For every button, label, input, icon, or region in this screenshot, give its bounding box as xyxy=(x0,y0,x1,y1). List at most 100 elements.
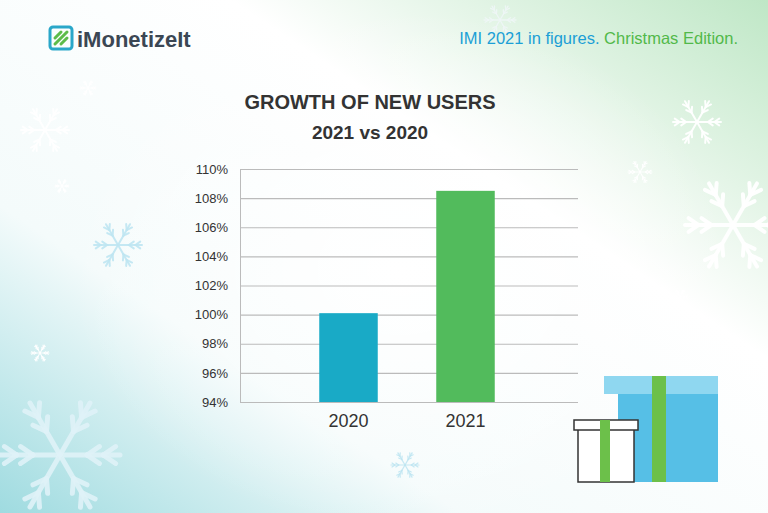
snowflake-branch xyxy=(686,131,691,134)
snowflake-branch xyxy=(504,12,508,14)
snowflake-branch xyxy=(112,230,114,236)
snowflake-branch xyxy=(57,185,58,187)
title: GROWTH OF NEW USERS xyxy=(244,91,495,113)
snowflake-branch xyxy=(644,163,647,164)
snowflake-branch xyxy=(56,130,61,133)
snowflake-branch xyxy=(41,357,42,359)
snowflake-branch xyxy=(4,447,16,455)
y-tick: 108% xyxy=(195,191,578,206)
bar xyxy=(436,191,495,402)
y-tick: 94% xyxy=(202,395,578,410)
x-tick: 2020 xyxy=(328,402,368,431)
snowflake-arm xyxy=(84,81,88,88)
y-tick: 110% xyxy=(196,162,578,177)
y-tick-label: 98% xyxy=(202,336,228,351)
snowflake-branch xyxy=(494,6,496,10)
y-tick-label: 94% xyxy=(202,395,228,410)
snowflake-arm xyxy=(680,290,684,297)
snowflake-arm xyxy=(62,185,69,186)
snowflake-branch xyxy=(34,352,36,353)
snowflake-branch xyxy=(687,101,689,107)
background-glow xyxy=(70,10,730,513)
snowflake-branch xyxy=(90,83,92,85)
snowflake-branch xyxy=(36,348,38,350)
snowflake-branch xyxy=(493,26,497,28)
snowflake-branch xyxy=(122,254,124,260)
x-axis: 20202021 xyxy=(291,402,525,431)
snowflake-arm xyxy=(40,352,49,353)
snowflake-arm xyxy=(733,223,768,227)
snowflake-branch xyxy=(408,458,411,460)
y-tick-label: 96% xyxy=(202,366,228,381)
snowflake-branch xyxy=(637,164,638,167)
snowflake-branch xyxy=(410,455,413,457)
snowflake-arm xyxy=(680,296,688,297)
snowflake-branch xyxy=(34,139,39,142)
snowflake-arm xyxy=(709,183,733,225)
snowflake-branch xyxy=(54,112,59,115)
logo-frame xyxy=(50,27,72,49)
snowflake-branch xyxy=(32,352,34,353)
snowflake-branch xyxy=(65,184,66,186)
snowflake xyxy=(673,101,721,143)
snowflake-branch xyxy=(46,353,48,354)
snowflake-branch xyxy=(741,244,746,256)
y-tick-label: 106% xyxy=(195,220,229,235)
snowflake-branch xyxy=(135,245,140,248)
snowflake-branch xyxy=(705,255,716,260)
snowflake-branch xyxy=(643,179,644,182)
snowflake-arm xyxy=(88,88,92,95)
snowflake-branch xyxy=(29,127,34,130)
snowflake-branch xyxy=(49,139,51,145)
snowflake-branch xyxy=(512,20,515,22)
snowflake-branch xyxy=(415,465,418,467)
snowflake-branch xyxy=(56,185,57,187)
snowflake-branch xyxy=(84,91,86,93)
snowflake-branch xyxy=(675,119,680,122)
snowflake-branch xyxy=(65,185,66,187)
grid-line xyxy=(240,285,578,286)
snowflake-branch xyxy=(83,92,85,94)
snowflake-branch xyxy=(649,172,651,174)
snowflake-branch xyxy=(21,447,33,455)
snowflake-arm xyxy=(36,345,41,353)
snowflake-arm xyxy=(59,180,63,186)
snowflake-branch xyxy=(90,91,92,93)
snowflake-branch xyxy=(747,255,752,267)
snowflake-branch xyxy=(31,145,36,148)
snowflake-branch xyxy=(43,346,45,348)
logo-icon xyxy=(50,27,72,49)
snowflake-branch xyxy=(67,185,68,187)
snowflake-branch xyxy=(102,242,107,245)
snowflake-branch xyxy=(35,358,37,360)
snowflake-arm xyxy=(106,224,118,245)
snowflake-branch xyxy=(42,348,44,350)
snowflake-arm xyxy=(118,224,130,245)
snowflake-arm xyxy=(60,403,90,455)
snowflake-branch xyxy=(711,244,722,249)
snowflake-arm xyxy=(680,297,684,304)
snowflake-branch xyxy=(401,456,402,459)
snowflake-branch xyxy=(107,254,112,257)
snowflake-branch xyxy=(52,145,54,151)
grid-line xyxy=(240,227,578,228)
logo-stripe xyxy=(61,38,67,44)
snowflake-arm xyxy=(405,465,412,477)
snowflake-arm xyxy=(500,6,508,20)
snowflake xyxy=(628,162,652,183)
snowflake-branch xyxy=(704,137,706,143)
gift-ribbon xyxy=(652,376,666,482)
snowflake-branch xyxy=(682,300,684,302)
gift-ribbon xyxy=(600,420,610,482)
snowflake-branch xyxy=(675,301,677,303)
snowflake-branch xyxy=(396,463,399,465)
y-tick: 100% xyxy=(195,307,578,322)
snowflake-arm xyxy=(62,186,66,192)
snowflake-branch xyxy=(399,453,400,456)
snowflake-branch xyxy=(65,190,67,192)
snowflake-branch xyxy=(407,470,408,473)
snowflake-arm xyxy=(106,245,118,266)
snowflake-branch xyxy=(676,292,678,294)
snowflake-branch xyxy=(683,137,688,140)
y-tick-label: 108% xyxy=(195,191,229,206)
